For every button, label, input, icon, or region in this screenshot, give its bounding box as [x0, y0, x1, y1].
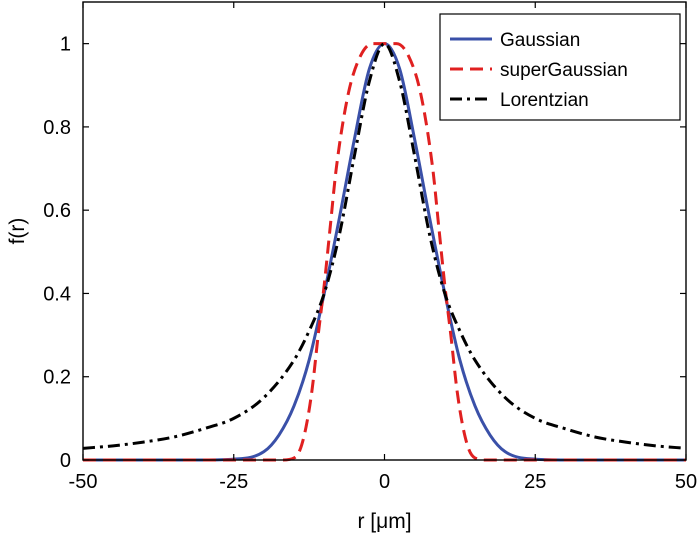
x-tick-label: 25 — [524, 471, 546, 493]
x-tick-label: -25 — [219, 471, 248, 493]
y-axis-label: f(r) — [6, 218, 29, 245]
y-tick-label: 0 — [60, 450, 71, 472]
y-tick-label: 0.2 — [43, 367, 71, 389]
x-tick-label: 50 — [675, 471, 697, 493]
legend-box — [439, 13, 681, 121]
legend-label: Lorentzian — [500, 90, 589, 111]
series-lines — [82, 42, 687, 462]
axis-ticks: -50 -25 0 25 50 0 0.2 0.4 0.6 0.8 1 — [43, 2, 697, 493]
x-tick-label: 0 — [379, 471, 390, 493]
legend-label: superGaussian — [500, 60, 628, 81]
y-tick-label: 0.8 — [43, 117, 71, 139]
x-tick-label: -50 — [69, 471, 98, 493]
series-line-lorentzian — [82, 42, 687, 450]
x-axis-label: r [μm] — [357, 510, 411, 533]
legend: Gaussian superGaussian Lorentzian — [439, 13, 681, 121]
y-tick-label: 0.6 — [43, 200, 71, 222]
y-tick-label: 1 — [60, 34, 71, 56]
legend-label: Gaussian — [500, 30, 580, 51]
y-tick-label: 0.4 — [43, 283, 71, 305]
series-line-supergaussian — [82, 42, 686, 462]
